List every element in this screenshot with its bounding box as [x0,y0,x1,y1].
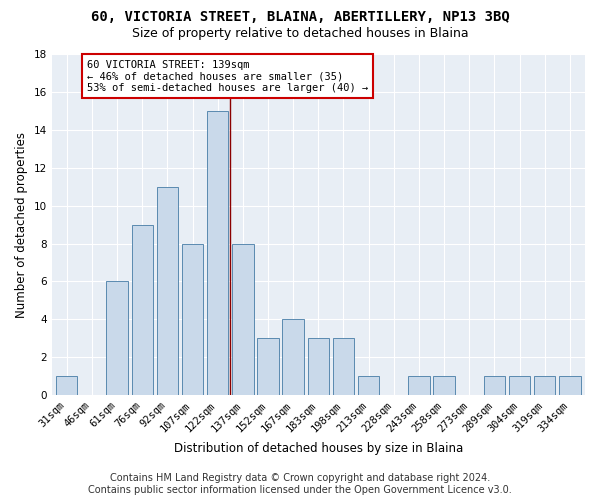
Text: 60 VICTORIA STREET: 139sqm
← 46% of detached houses are smaller (35)
53% of semi: 60 VICTORIA STREET: 139sqm ← 46% of deta… [87,60,368,93]
Bar [358,376,379,395]
Bar [509,376,530,395]
Bar [283,320,304,395]
Bar [207,111,229,395]
Bar [308,338,329,395]
Bar [333,338,354,395]
Bar [131,224,153,395]
Bar [232,244,254,395]
Bar [182,244,203,395]
Y-axis label: Number of detached properties: Number of detached properties [15,132,28,318]
Bar [559,376,581,395]
Bar [484,376,505,395]
Text: 60, VICTORIA STREET, BLAINA, ABERTILLERY, NP13 3BQ: 60, VICTORIA STREET, BLAINA, ABERTILLERY… [91,10,509,24]
Bar [534,376,556,395]
Bar [106,282,128,395]
Text: Size of property relative to detached houses in Blaina: Size of property relative to detached ho… [131,28,469,40]
Bar [408,376,430,395]
Bar [433,376,455,395]
Bar [257,338,279,395]
Bar [157,186,178,395]
Text: Contains HM Land Registry data © Crown copyright and database right 2024.
Contai: Contains HM Land Registry data © Crown c… [88,474,512,495]
Bar [56,376,77,395]
X-axis label: Distribution of detached houses by size in Blaina: Distribution of detached houses by size … [174,442,463,455]
